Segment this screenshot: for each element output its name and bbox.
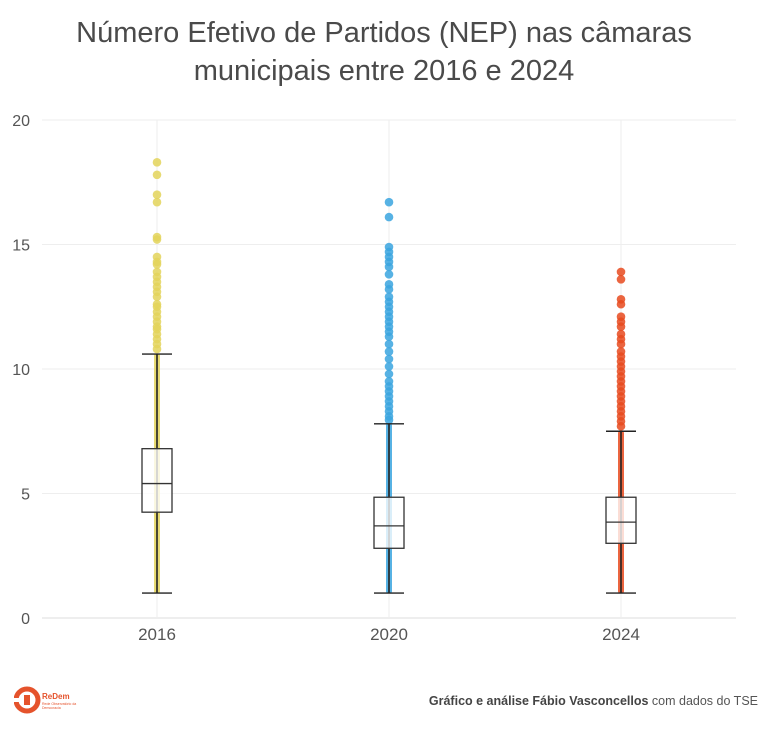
outlier-point — [616, 267, 626, 277]
box-2024 — [605, 496, 637, 544]
outlier-point — [384, 415, 394, 425]
chart-title-line-2: municipais entre 2016 e 2024 — [193, 55, 575, 87]
redem-logo: ReDem Rede Observatório da Democracia — [13, 684, 84, 720]
outlier-point — [384, 262, 394, 272]
outlier-point — [152, 235, 162, 244]
outlier-point — [384, 339, 394, 349]
y-tick-label: 15 — [12, 238, 30, 255]
outlier-point — [152, 260, 162, 269]
credit-source: com dados do TSE — [648, 694, 758, 708]
outlier-point — [384, 347, 394, 356]
outlier-point — [384, 197, 394, 207]
footer: ReDem Rede Observatório da Democracia Gr… — [0, 676, 768, 726]
y-tick-label: 20 — [12, 113, 30, 130]
outlier-point — [152, 170, 162, 180]
outlier-point — [616, 275, 626, 284]
logo-text: ReDem — [42, 692, 70, 701]
outlier-point — [616, 339, 626, 349]
boxplot-chart: 0 5 10 15 20 2016 2020 2024 — [12, 113, 736, 644]
outlier-point — [384, 369, 394, 379]
x-tick-label: 2016 — [138, 625, 176, 644]
outlier-point — [384, 285, 394, 294]
x-tick-label: 2024 — [602, 625, 640, 644]
outlier-point — [616, 322, 626, 331]
outlier-point — [152, 344, 162, 354]
outlier-point — [384, 212, 394, 222]
outlier-point — [384, 354, 394, 364]
y-tick-label: 5 — [21, 487, 30, 504]
box-2016 — [141, 448, 173, 513]
credit-author: Gráfico e análise Fábio Vasconcellos — [428, 694, 649, 708]
outlier-point — [152, 197, 162, 207]
chart-title: Número Efetivo de Partidos (NEP) nas câm… — [0, 14, 768, 90]
outlier-point — [152, 190, 162, 199]
outlier-point — [152, 292, 162, 302]
x-tick-label: 2020 — [370, 625, 408, 644]
outlier-point — [616, 421, 626, 431]
credit-text: Gráfico e análise Fábio Vasconcellos com… — [429, 694, 758, 708]
outlier-point — [384, 270, 394, 279]
logo-subtext: Rede Observatório da Democracia — [42, 702, 77, 710]
outlier-point — [616, 299, 626, 309]
chart-title-line-1: Número Efetivo de Partidos (NEP) nas câm… — [76, 17, 692, 49]
box-2020 — [373, 496, 405, 549]
y-tick-label: 0 — [21, 611, 30, 628]
outlier-point — [384, 332, 394, 341]
y-tick-label: 10 — [12, 362, 30, 379]
outlier-point — [384, 362, 394, 371]
redem-logo-icon — [13, 686, 41, 714]
outlier-point — [152, 158, 162, 167]
